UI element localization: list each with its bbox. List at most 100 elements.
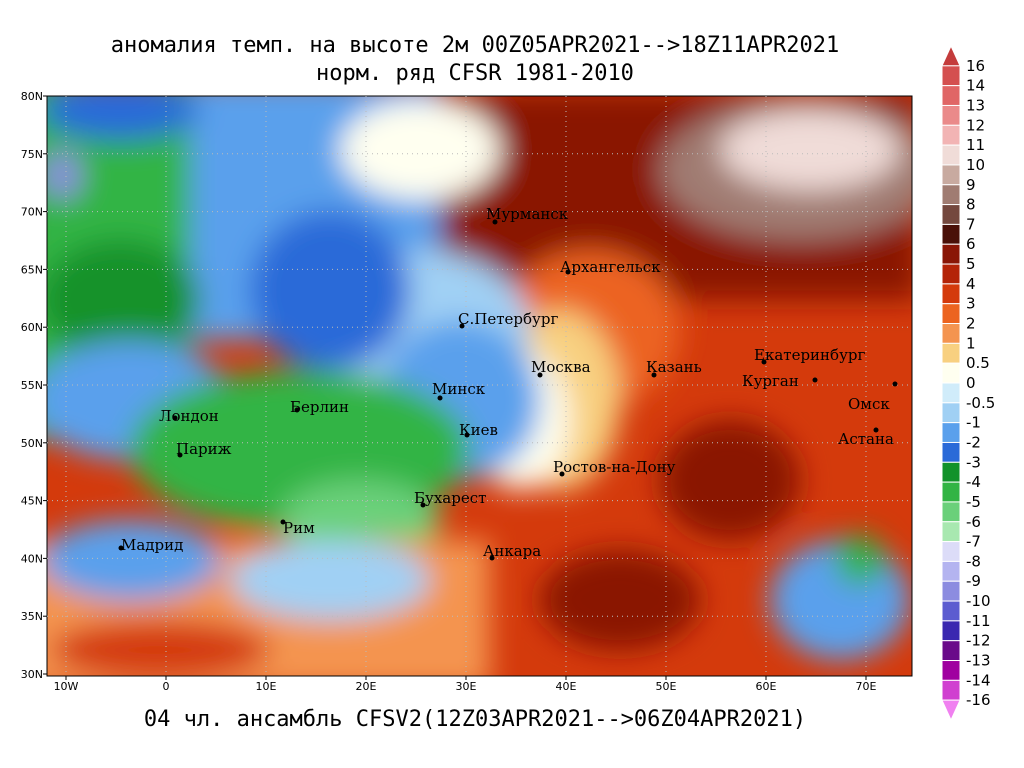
colorbar-label: -5 [966,493,981,511]
city-dot [892,381,898,387]
city-label: Киев [459,421,498,439]
colorbar-cap [941,699,961,722]
colorbar-box [941,481,961,503]
city-label: Берлин [290,398,349,416]
colorbar-box [941,660,961,681]
city-label: Париж [176,440,232,458]
colorbar-label: 13 [966,96,985,114]
colorbar-box [941,124,961,146]
colorbar-label: 2 [966,315,976,333]
colorbar-label: 16 [966,57,985,75]
colorbar-label: 3 [966,295,976,313]
colorbar-label: -4 [966,473,981,491]
colorbar-label: 4 [966,275,976,293]
lat-label: 45N [21,495,43,508]
colorbar-box [941,85,961,106]
title-line: норм. ряд CFSR 1981-2010 [316,61,634,86]
colorbar-label: -3 [966,453,981,471]
colorbar-box [941,640,961,662]
city-label: Бухарест [414,489,486,507]
colorbar-label: 10 [966,156,985,174]
lat-label: 35N [21,610,43,623]
colorbar-label: -7 [966,533,981,551]
city-label: Мадрид [121,536,183,554]
lat-label: 60N [21,321,43,334]
colorbar-label: 11 [966,136,985,154]
colorbar-box [941,303,961,325]
colorbar-box [941,679,961,701]
colorbar-box [941,402,961,424]
colorbar-label: 14 [966,77,985,95]
colorbar-label: -10 [966,592,991,610]
lat-label: 65N [21,263,43,276]
city-label: Рим [283,519,315,537]
colorbar-label: 1 [966,334,976,352]
city-label: Минск [432,380,486,398]
lon-label: 10E [256,680,277,693]
lon-label: 10W [54,680,79,693]
lon-label: 70E [856,680,877,693]
city-dot [459,323,465,329]
lon-label: 60E [756,680,777,693]
footer: 04 чл. ансамбль CFSV2(12Z03APR2021-->06Z… [144,707,806,732]
city-label: Казань [646,358,702,376]
lat-label: 80N [21,90,43,103]
lon-label: 40E [556,680,577,693]
colorbar-label: 7 [966,215,976,233]
lat-label: 30N [21,668,43,681]
city-dot [489,555,495,561]
colorbar-cap [941,44,961,67]
city-label: Анкара [483,542,541,560]
colorbar-box [941,164,961,186]
colorbar-label: 8 [966,196,976,214]
colorbar-label: -14 [966,671,991,689]
colorbar-box [941,382,961,404]
colorbar-label: -16 [966,691,991,709]
colorbar-box [941,323,961,344]
colorbar-box [941,600,961,622]
colorbar-label: 6 [966,235,976,253]
colorbar-box [941,501,961,523]
colorbar-box [941,223,961,245]
colorbar-label: -11 [966,612,991,630]
colorbar-box [941,144,961,166]
city-label: Екатеринбург [754,346,865,364]
city-dot [177,452,183,458]
city-dot [537,372,543,378]
city-dot [280,519,286,525]
city-label: Архангельск [560,258,661,276]
colorbar-box [941,521,961,543]
colorbar-label: -12 [966,632,991,650]
colorbar-label: -13 [966,652,991,670]
colorbar-box [941,243,961,265]
city-dot [464,432,470,438]
city-label: Ростов-на-Дону [553,458,676,476]
map-frame [46,95,913,677]
colorbar-label: 0.5 [966,354,990,372]
lat-label: 50N [21,437,43,450]
city-label: С.Петербург [458,310,558,328]
colorbar-label: -9 [966,572,981,590]
colorbar-label: 0 [966,374,976,392]
colorbar-box [941,362,961,384]
colorbar-box [941,184,961,206]
title-line: аномалия темп. на высоте 2м 00Z05APR2021… [111,33,839,58]
city-label: Лондон [159,407,219,425]
colorbar-box [941,263,961,285]
city-dot [420,502,426,508]
city-dot [437,395,443,401]
city-dot [492,219,498,225]
colorbar-box [941,461,961,483]
colorbar-label: 5 [966,255,976,273]
city-label: Москва [531,358,591,376]
lon-label: 20E [356,680,377,693]
city-dot [565,269,571,275]
colorbar-box [941,283,961,305]
city-dot [812,377,818,383]
lat-label: 70N [21,206,43,219]
colorbar-label: -8 [966,552,981,570]
city-label: Омск [848,395,890,413]
lon-label: 50E [656,680,677,693]
city-dot [118,545,124,551]
